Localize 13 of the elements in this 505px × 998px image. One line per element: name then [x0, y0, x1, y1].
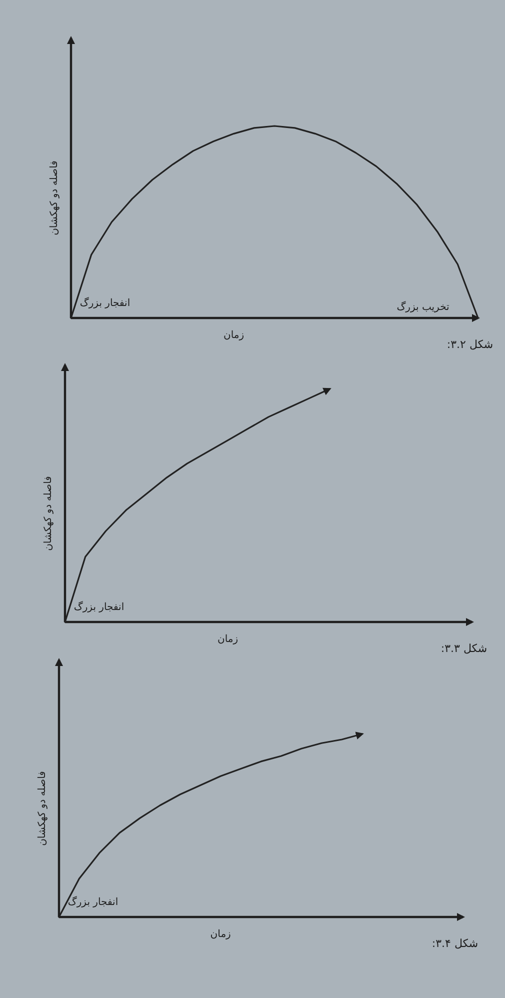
- annotation: انفجار بزرگ: [74, 601, 124, 613]
- y-axis-title: فاصله دو کهکشان: [37, 770, 48, 846]
- text: شکل ۳.۲:: [446, 338, 494, 351]
- text: شکل ۳.۳:: [440, 642, 488, 655]
- annotation: تخریب بزرگ: [396, 301, 450, 313]
- x-axis-title: زمان: [218, 634, 238, 645]
- text: شکل ۳.۴:: [432, 937, 478, 950]
- y-axis-title: فاصله دو کهکشان: [43, 476, 54, 551]
- x-axis-title: زمان: [224, 330, 244, 341]
- y-axis-title: فاصله دو کهکشان: [49, 160, 60, 236]
- annotation: انفجار بزرگ: [68, 896, 118, 908]
- x-axis-title: زمان: [210, 929, 232, 940]
- annotation: انفجار بزرگ: [80, 297, 130, 309]
